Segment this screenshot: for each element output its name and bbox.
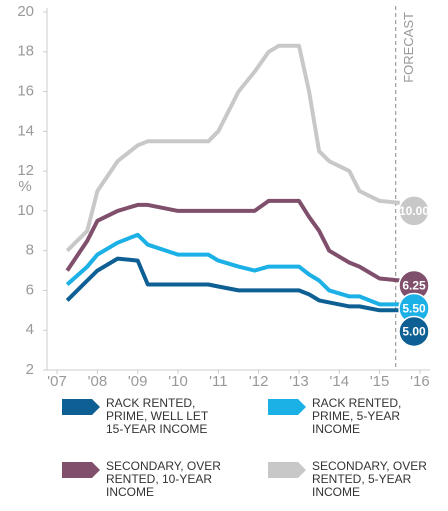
end-value-badge (398, 315, 430, 348)
x-tick-label: '13 (289, 373, 309, 390)
y-tick-label: 16 (17, 83, 34, 100)
legend-item: RACK RENTED, PRIME, 5-YEAR INCOME (268, 397, 448, 436)
legend-item: RACK RENTED, PRIME, WELL LET 15-YEAR INC… (62, 397, 252, 436)
end-value-badge (398, 195, 430, 227)
legend-swatch (62, 399, 100, 415)
legend-swatch (268, 399, 306, 415)
x-tick-label: '16 (410, 373, 430, 390)
forecast-label: FORECAST (401, 12, 416, 83)
y-tick-label: 6 (26, 281, 34, 298)
x-tick-label: '11 (209, 373, 227, 390)
y-tick-label: 12 (17, 162, 34, 179)
y-tick-label: 4 (26, 321, 34, 338)
legend-swatch-shape (268, 399, 306, 415)
end-value-label: 6.25 (402, 279, 426, 293)
x-tick-label: '12 (249, 373, 269, 390)
legend-swatch-shape (62, 399, 100, 415)
x-tick-label: '07 (47, 373, 67, 390)
x-tick-label: '15 (370, 373, 390, 390)
end-value-label: 10.00 (399, 204, 429, 218)
end-value-label: 5.00 (402, 325, 426, 339)
legend-item: SECONDARY, OVER RENTED, 10-YEAR INCOME (62, 460, 252, 499)
legend-swatch (62, 462, 100, 478)
y-tick-label: 14 (17, 122, 34, 139)
legend-label: SECONDARY, OVER RENTED, 10-YEAR INCOME (106, 459, 221, 499)
series-line (65, 198, 400, 283)
legend-swatch-shape (268, 462, 306, 478)
series-line (65, 43, 400, 253)
legend-label: SECONDARY, OVER RENTED, 5-YEAR INCOME (312, 459, 427, 499)
y-tick-label: 8 (26, 242, 34, 259)
y-tick-label: 20 (17, 3, 34, 20)
x-tick-label: '08 (88, 373, 108, 390)
y-tick-label: 10 (17, 202, 34, 219)
legend-label: RACK RENTED, PRIME, 5-YEAR INCOME (312, 396, 402, 436)
end-value-label: 5.50 (402, 302, 426, 316)
legend-swatch (268, 462, 306, 478)
y-tick-label: 2 (26, 361, 34, 378)
y-tick-label: 18 (17, 43, 34, 60)
legend-item: SECONDARY, OVER RENTED, 5-YEAR INCOME (268, 460, 448, 499)
x-tick-label: '14 (330, 373, 350, 390)
x-tick-label: '09 (128, 373, 148, 390)
series-line (65, 232, 400, 307)
x-tick-label: '10 (168, 373, 188, 390)
chart: % 2 4 6 8 10 12 14 16 18 20 '07 '08 '09 '10 '11 '12 '13 '… (17, 3, 430, 390)
series-line (65, 256, 400, 313)
y-axis-label: % (18, 178, 31, 195)
legend-swatch-shape (62, 462, 100, 478)
legend-label: RACK RENTED, PRIME, WELL LET 15-YEAR INC… (106, 396, 209, 436)
